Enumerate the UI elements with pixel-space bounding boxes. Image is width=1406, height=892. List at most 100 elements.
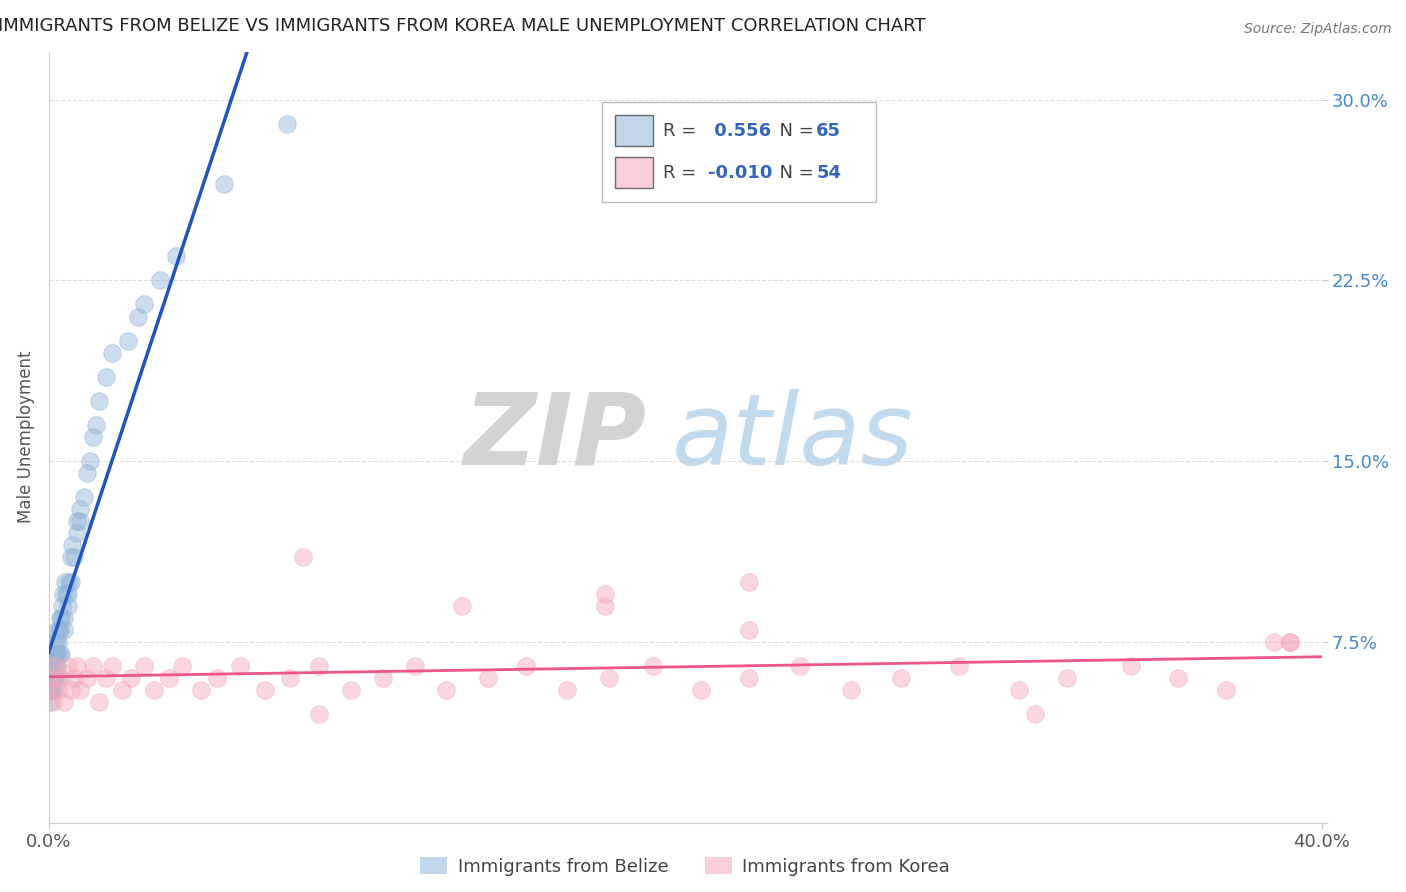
Point xyxy=(66,659,89,673)
Point xyxy=(76,671,98,685)
Point xyxy=(839,683,862,698)
Point xyxy=(555,683,578,698)
Point xyxy=(82,430,104,444)
Point xyxy=(738,671,761,685)
Point xyxy=(69,502,91,516)
Point xyxy=(127,310,149,324)
Point xyxy=(789,659,811,673)
Text: R =: R = xyxy=(664,122,703,140)
Text: -0.010: -0.010 xyxy=(709,163,772,182)
Point xyxy=(120,671,142,685)
Point xyxy=(212,177,235,191)
Point xyxy=(41,671,63,685)
Point xyxy=(69,514,91,528)
Point xyxy=(42,671,65,685)
Text: 54: 54 xyxy=(815,163,841,182)
Point xyxy=(101,659,124,673)
Point xyxy=(690,683,713,698)
Point xyxy=(1008,683,1031,698)
Point xyxy=(94,369,117,384)
Point xyxy=(159,671,181,685)
Point xyxy=(51,671,73,685)
Point xyxy=(56,587,79,601)
Point xyxy=(39,647,62,661)
Point xyxy=(66,526,89,541)
Point xyxy=(308,707,330,722)
Point xyxy=(59,550,82,565)
Point xyxy=(79,454,101,468)
Point xyxy=(515,659,537,673)
Point xyxy=(46,647,69,661)
Point xyxy=(66,514,89,528)
Point xyxy=(595,599,617,613)
Point xyxy=(44,635,66,649)
Point xyxy=(46,635,69,649)
Point xyxy=(55,587,77,601)
Point xyxy=(276,117,298,131)
Point xyxy=(477,671,499,685)
Point xyxy=(44,659,66,673)
Point xyxy=(45,659,67,673)
Point xyxy=(53,623,76,637)
Point xyxy=(738,574,761,589)
Point xyxy=(172,659,194,673)
Point xyxy=(69,683,91,698)
Point xyxy=(41,659,63,673)
Point xyxy=(1167,671,1189,685)
Point xyxy=(44,647,66,661)
Point xyxy=(190,683,212,698)
Point xyxy=(76,466,98,480)
Point xyxy=(451,599,474,613)
Point xyxy=(44,671,66,685)
Point xyxy=(1056,671,1078,685)
Point xyxy=(42,647,65,661)
Point xyxy=(41,683,63,698)
Point xyxy=(595,587,617,601)
Point xyxy=(1278,635,1301,649)
Point xyxy=(1215,683,1237,698)
Point xyxy=(292,550,315,565)
FancyBboxPatch shape xyxy=(602,102,876,202)
Point xyxy=(45,647,67,661)
Point xyxy=(42,695,65,709)
Point xyxy=(434,683,457,698)
Point xyxy=(308,659,330,673)
Point xyxy=(1024,707,1046,722)
Point xyxy=(51,599,73,613)
Text: 0.556: 0.556 xyxy=(709,122,770,140)
Point xyxy=(63,671,86,685)
Text: ZIP: ZIP xyxy=(464,389,647,485)
Point xyxy=(890,671,912,685)
Point xyxy=(643,659,665,673)
Point xyxy=(48,647,70,661)
Point xyxy=(51,611,73,625)
Point xyxy=(58,574,80,589)
Point xyxy=(41,671,63,685)
Point xyxy=(56,599,79,613)
Point xyxy=(1263,635,1285,649)
Point xyxy=(48,611,70,625)
FancyBboxPatch shape xyxy=(614,115,654,146)
Point xyxy=(59,683,82,698)
Text: 65: 65 xyxy=(815,122,841,140)
Point xyxy=(371,671,394,685)
Point xyxy=(38,671,60,685)
Point xyxy=(39,695,62,709)
Point xyxy=(45,635,67,649)
Text: N =: N = xyxy=(768,163,820,182)
Point xyxy=(1119,659,1142,673)
FancyBboxPatch shape xyxy=(614,157,654,188)
Point xyxy=(48,623,70,637)
Point xyxy=(45,623,67,637)
Point xyxy=(228,659,250,673)
Text: atlas: atlas xyxy=(672,389,914,485)
Point xyxy=(42,659,65,673)
Point xyxy=(56,659,79,673)
Point xyxy=(38,683,60,698)
Point xyxy=(149,273,172,287)
Point xyxy=(39,683,62,698)
Text: Source: ZipAtlas.com: Source: ZipAtlas.com xyxy=(1244,22,1392,37)
Point xyxy=(142,683,165,698)
Point xyxy=(42,683,65,698)
Text: R =: R = xyxy=(664,163,703,182)
